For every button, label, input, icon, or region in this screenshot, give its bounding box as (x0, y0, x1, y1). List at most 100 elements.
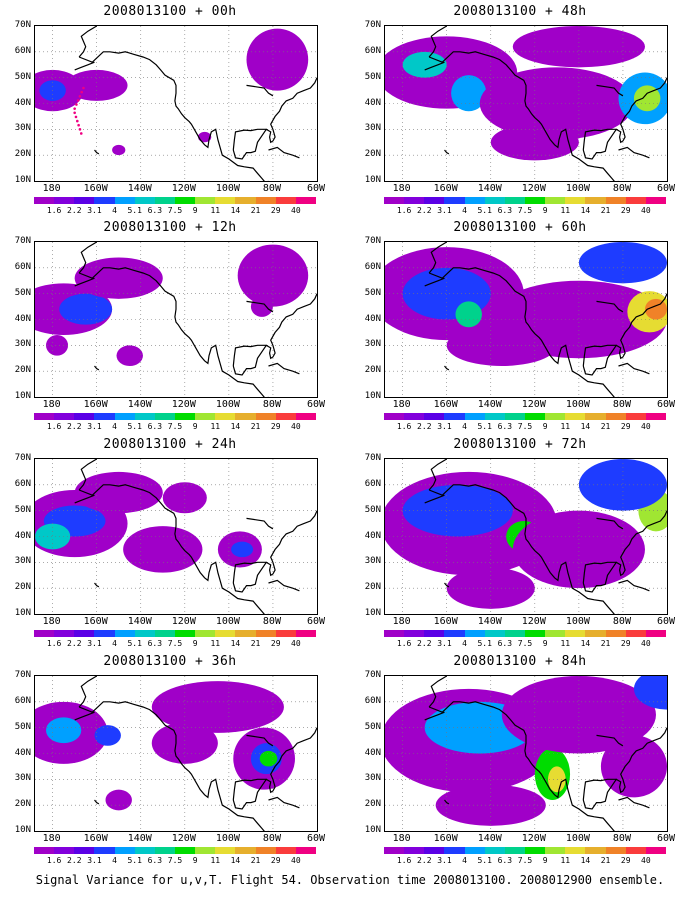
colorbar-label: 14 (230, 639, 241, 648)
x-tick-label: 60W (656, 616, 676, 627)
colorbar-label: 5.1 (127, 639, 142, 648)
colorbar-swatch (464, 630, 485, 637)
coastline (582, 778, 617, 801)
colorbar-swatch (484, 847, 505, 854)
panel-title: 2008013100 + 12h (103, 220, 237, 235)
colorbar-label: 3.1 (437, 639, 452, 648)
colorbar-swatch (215, 847, 236, 854)
coastline (582, 293, 667, 376)
x-tick-label: 180 (42, 183, 61, 194)
colorbar-label: 1.6 (396, 422, 412, 431)
coastline (618, 362, 650, 375)
colorbar-label: 21 (250, 856, 261, 865)
y-tick-label: 60N (364, 45, 381, 56)
coastline (424, 494, 445, 504)
colorbar-label: 1.6 (46, 422, 62, 431)
colorbar-swatch (545, 413, 566, 420)
map-area (34, 458, 318, 615)
colorbar-swatch (504, 630, 525, 637)
x-tick-label: 140W (477, 833, 502, 844)
flight-track-point (78, 94, 82, 98)
coastline (428, 26, 448, 58)
x-tick-label: 180 (392, 616, 411, 627)
coastline (232, 293, 317, 376)
coastline (596, 300, 624, 313)
colorbar-swatch (464, 847, 485, 854)
colorbar-swatch (235, 197, 256, 204)
coastline (582, 128, 617, 151)
flight-track-point (76, 99, 80, 102)
x-tick-label: 100W (565, 183, 590, 194)
variance-contour (259, 750, 278, 767)
x-tick-label: 100W (565, 616, 590, 627)
flight-track-point (74, 115, 78, 119)
coastline (268, 579, 300, 592)
colorbar-label: 14 (580, 856, 591, 865)
colorbar-swatch (275, 847, 296, 854)
colorbar-label: 14 (230, 206, 241, 215)
colorbar-swatch (114, 630, 135, 637)
colorbar-swatch (255, 413, 276, 420)
map-panel: 2008013100 + 48h 70N 60N 50N 40N 30N 20N 10N 180… (350, 4, 690, 219)
colorbar-swatch (174, 413, 196, 420)
x-tick-label: 80W (612, 616, 631, 627)
colorbar-swatch (215, 197, 236, 204)
colorbar-swatch (255, 630, 276, 637)
map-panel: 2008013100 + 36h 70N 60N 50N 40N 30N 20N 10N 180… (0, 654, 340, 869)
x-tick-label: 120W (521, 616, 546, 627)
colorbar-label: 9 (192, 856, 198, 865)
colorbar-label: 6.3 (147, 206, 163, 215)
y-tick-label: 10N (364, 825, 381, 835)
map-svg (35, 242, 317, 397)
y-tick-label: 30N (364, 773, 381, 784)
colorbar-swatch (625, 847, 646, 854)
colorbar-label: 3.1 (87, 206, 102, 215)
colorbar-swatch (34, 413, 55, 420)
colorbar-label: 11 (560, 856, 571, 865)
x-tick-label: 140W (127, 183, 152, 194)
colorbar-swatch (585, 413, 606, 420)
colorbar-swatch (134, 197, 155, 204)
colorbar-label: 2.2 (67, 422, 82, 431)
colorbar-swatch (585, 197, 606, 204)
y-tick-label: 30N (14, 773, 31, 784)
colorbar (384, 197, 666, 204)
x-tick-label: 80W (612, 833, 631, 844)
coastline (582, 77, 667, 160)
colorbar (34, 413, 316, 420)
colorbar-label: 40 (291, 639, 301, 648)
y-tick-label: 60N (364, 261, 381, 272)
colorbar-label: 14 (580, 206, 591, 215)
coastline (428, 267, 619, 397)
coastline (596, 517, 624, 530)
colorbar-label: 1.6 (396, 639, 412, 648)
colorbar-swatch (605, 847, 626, 854)
coastline (582, 344, 617, 367)
variance-contour (231, 541, 254, 558)
colorbar-swatch (545, 630, 566, 637)
colorbar-label: 14 (230, 422, 241, 431)
colorbar-swatch (154, 413, 175, 420)
colorbar-label: 29 (270, 422, 281, 431)
coastline (232, 778, 267, 801)
coastline (268, 146, 300, 159)
map-svg (385, 676, 667, 831)
x-tick-label: 120W (171, 833, 196, 844)
colorbar-label: 4 (462, 206, 467, 215)
colorbar-label: 14 (230, 856, 241, 865)
colorbar-swatch (384, 630, 405, 637)
y-tick-label: 60N (14, 261, 31, 272)
y-tick-label: 40N (364, 530, 381, 541)
coastline (74, 277, 95, 287)
y-tick-label: 60N (364, 478, 381, 489)
colorbar-label: 4 (462, 856, 467, 865)
colorbar-label: 3.1 (437, 206, 452, 215)
colorbar-swatch (504, 413, 525, 420)
variance-contour (446, 567, 535, 609)
colorbar-label: 11 (210, 422, 221, 431)
colorbar-swatch (154, 197, 175, 204)
colorbar-label: 9 (192, 422, 198, 431)
colorbar-swatch (645, 630, 666, 637)
x-tick-label: 140W (127, 833, 152, 844)
colorbar-label: 9 (192, 206, 198, 215)
